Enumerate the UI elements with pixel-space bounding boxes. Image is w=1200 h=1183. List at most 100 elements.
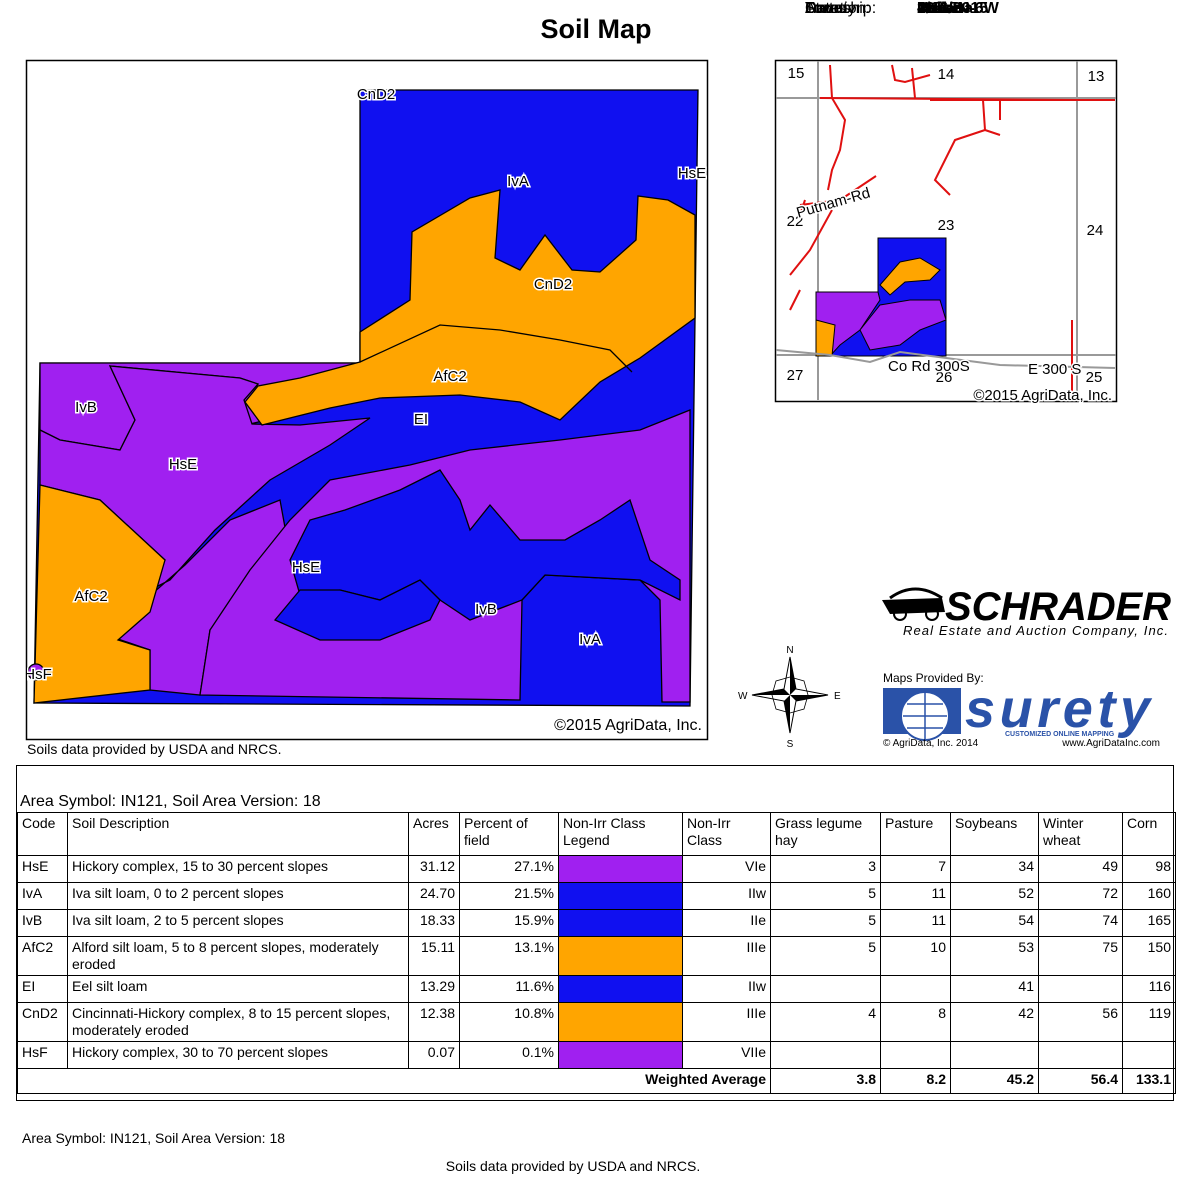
section-label: 23: [938, 217, 955, 234]
table-cell: [1038, 1041, 1123, 1069]
info-value: Parke: [917, 0, 961, 17]
table-cell: 0.1%: [459, 1041, 559, 1069]
footer-source: Soils data provided by USDA and NRCS.: [445, 1158, 701, 1174]
table-cell: 8: [880, 1002, 951, 1042]
table-row: IvA Iva silt loam, 0 to 2 percent slopes 2…: [17, 882, 1176, 910]
table-cell: [770, 975, 881, 1003]
table-row: HsF Hickory complex, 30 to 70 percent slo…: [17, 1041, 1176, 1069]
road-label: Co Rd 300S: [888, 358, 970, 375]
weighted-average-value: 3.8: [770, 1068, 881, 1094]
table-cell: CnD2: [17, 1002, 68, 1042]
table-cell: 15.9%: [459, 909, 559, 937]
map-note: Soils data provided by USDA and NRCS.: [27, 741, 281, 757]
weighted-average-value: 45.2: [950, 1068, 1039, 1094]
map-label: HsE: [678, 165, 706, 182]
table-cell: 54: [950, 909, 1039, 937]
schrader-tagline: Real Estate and Auction Company, Inc.: [903, 623, 1168, 638]
surety-slogan: CUSTOMIZED ONLINE MAPPING: [1005, 731, 1115, 738]
info-label: Date:: [805, 0, 844, 17]
section-label: 22: [787, 213, 804, 230]
compass-e: E: [834, 691, 841, 702]
table-cell: 0.07: [408, 1041, 460, 1069]
soil-table: Area Symbol: IN121, Soil Area Version: 1…: [16, 765, 1176, 1101]
weighted-average-value: 56.4: [1038, 1068, 1123, 1094]
table-cell: 150: [1122, 936, 1176, 976]
table-cell: HsE: [17, 855, 68, 883]
compass-s: S: [787, 739, 794, 750]
compass-w: W: [738, 691, 748, 702]
table-cell: AfC2: [17, 936, 68, 976]
table-caption: Area Symbol: IN121, Soil Area Version: 1…: [20, 793, 321, 810]
map-labels: CnD2 IvA HsE CnD2 AfC2 EI IvB HsE HsE AfC2 IvB IvA H…: [24, 84, 707, 684]
locator-copyright: ©2015 AgriData, Inc.: [973, 387, 1112, 404]
table-cell: 12.38: [408, 1002, 460, 1042]
table-cell: IIw: [682, 975, 771, 1003]
info-value: 115: [917, 0, 943, 17]
info-value: Union: [917, 0, 963, 17]
compass: N S E W: [738, 645, 841, 750]
surety-provided: Maps Provided By:: [883, 671, 984, 685]
column-header: Acres: [408, 812, 460, 856]
legend-swatch: [558, 1041, 683, 1069]
soil-polygons: [27, 89, 699, 707]
info-label: County:: [805, 0, 861, 17]
map-label: AfC2: [74, 588, 107, 605]
table-cell: 11: [880, 909, 951, 937]
map-label: HsF: [24, 666, 52, 683]
weighted-average-value: 8.2: [880, 1068, 951, 1094]
road-label: E 300 S: [1028, 361, 1081, 378]
column-header: Winter wheat: [1038, 812, 1123, 856]
table-cell: VIe: [682, 855, 771, 883]
table-cell: Cincinnati-Hickory complex, 8 to 15 perc…: [67, 1002, 409, 1042]
map-label: IvB: [75, 399, 97, 416]
map-label: IvB: [475, 601, 497, 618]
info-label: Location:: [805, 0, 870, 17]
table-cell: IvB: [17, 909, 68, 937]
table-cell: IIe: [682, 909, 771, 937]
roads: [789, 64, 1115, 400]
table-cell: 10.8%: [459, 1002, 559, 1042]
page-title: Soil Map: [540, 14, 652, 44]
column-header: Non-Irr Class Legend: [558, 812, 683, 856]
table-cell: Iva silt loam, 2 to 5 percent slopes: [67, 909, 409, 937]
table-cell: 4: [770, 1002, 881, 1042]
soil-map: CnD2 IvA HsE CnD2 AfC2 EI IvB HsE HsE AfC2 IvB IvA H…: [24, 59, 1171, 757]
table-cell: 24.70: [408, 882, 460, 910]
table-cell: 31.12: [408, 855, 460, 883]
table-cell: 27.1%: [459, 855, 559, 883]
weighted-average-value: 133.1: [1122, 1068, 1176, 1094]
column-header: Soil Description: [67, 812, 409, 856]
section-label: 14: [938, 66, 955, 83]
table-cell: 10: [880, 936, 951, 976]
table-cell: 21.5%: [459, 882, 559, 910]
table-cell: 52: [950, 882, 1039, 910]
table-cell: 5: [770, 882, 881, 910]
section-label: 24: [1087, 222, 1104, 239]
table-cell: Iva silt loam, 0 to 2 percent slopes: [67, 882, 409, 910]
section-label: 26: [936, 369, 953, 386]
compass-n: N: [786, 645, 793, 656]
column-header: Non-Irr Class: [682, 812, 771, 856]
info-label: Township:: [805, 0, 877, 17]
table-cell: 18.33: [408, 909, 460, 937]
weighted-average-label: Weighted Average: [17, 1068, 771, 1094]
map-label: AfC2: [433, 368, 466, 385]
info-label: Acres:: [805, 0, 851, 17]
surety-logo: Maps Provided By: surety CUSTOMIZED ONLI…: [883, 671, 1160, 749]
table-cell: 7: [880, 855, 951, 883]
table-cell: [1038, 975, 1123, 1003]
table-cell: HsF: [17, 1041, 68, 1069]
section-label: 13: [1088, 68, 1105, 85]
table-cell: [880, 975, 951, 1003]
table-cell: EI: [17, 975, 68, 1003]
surety-name: surety: [965, 679, 1153, 739]
column-header: Pasture: [880, 812, 951, 856]
map-copyright: ©2015 AgriData, Inc.: [554, 717, 702, 734]
table-cell: 119: [1122, 1002, 1176, 1042]
map-label: CnD2: [357, 86, 395, 103]
table-cell: [950, 1041, 1039, 1069]
table-cell: 75: [1038, 936, 1123, 976]
column-header: Soybeans: [950, 812, 1039, 856]
table-cell: [880, 1041, 951, 1069]
